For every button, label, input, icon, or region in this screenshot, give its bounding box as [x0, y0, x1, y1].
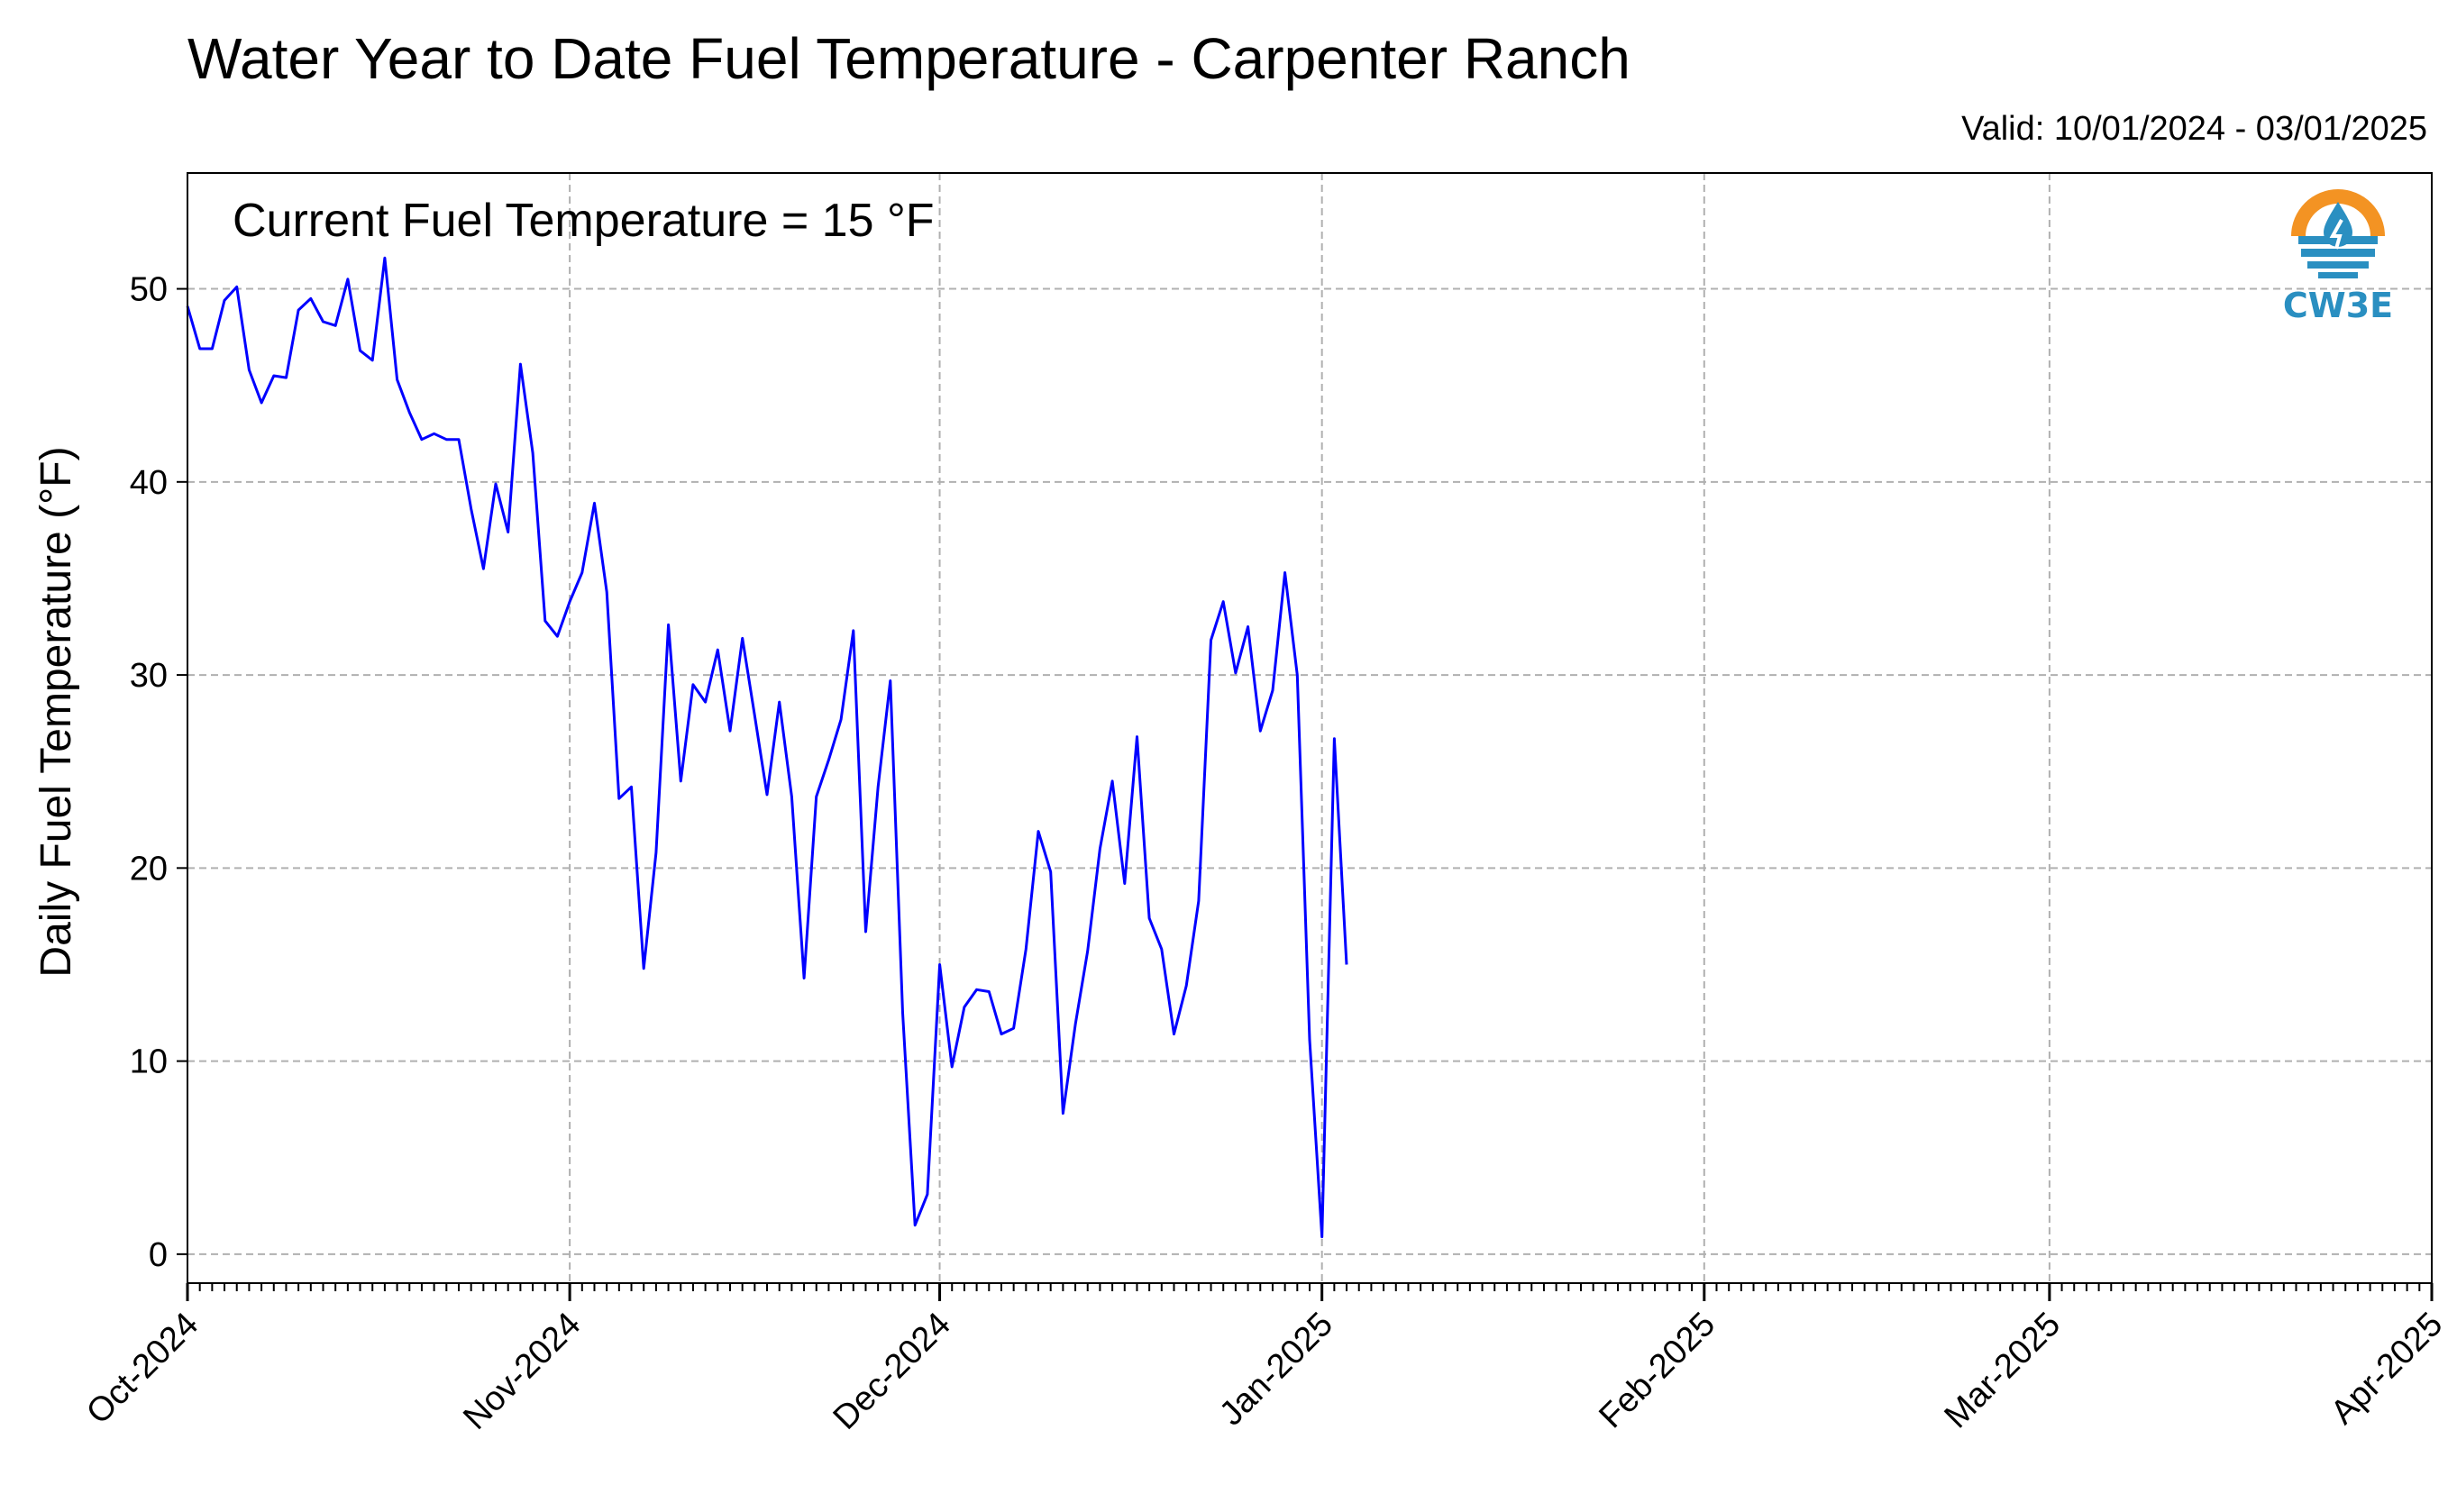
water-drop-logo-icon — [2291, 189, 2385, 285]
logo-text: CW3E — [2283, 286, 2393, 325]
y-tick-label: 40 — [130, 464, 168, 502]
valid-date-range: Valid: 10/01/2024 - 03/01/2025 — [1961, 110, 2427, 148]
x-tick-label: Oct-2024 — [79, 1306, 206, 1432]
y-tick-label: 0 — [149, 1236, 168, 1274]
x-tick-label: Dec-2024 — [827, 1306, 958, 1437]
y-tick-label: 20 — [130, 850, 168, 888]
cw3e-logo: CW3E — [2283, 189, 2393, 325]
x-axis: Oct-2024 Nov-2024 Dec-2024 Jan-2025 Feb-2025… — [79, 1283, 2450, 1437]
grid-lines — [187, 173, 2433, 1283]
x-tick-label: Apr-2025 — [2324, 1306, 2450, 1432]
x-tick-label: Mar-2025 — [1938, 1306, 2069, 1436]
y-tick-label: 10 — [130, 1043, 168, 1081]
x-tick-label: Feb-2025 — [1592, 1306, 1722, 1436]
series-layer — [186, 256, 1348, 1239]
plot-frame — [187, 172, 2433, 1284]
y-axis-label: Daily Fuel Temperature (°F) — [32, 446, 80, 977]
x-tick-label: Nov-2024 — [456, 1306, 588, 1437]
current-fuel-temperature-annotation: Current Fuel Temperature = 15 °F — [233, 195, 935, 247]
series-line — [186, 256, 1348, 1239]
y-axis: 0 10 20 30 40 50 — [130, 271, 187, 1274]
y-tick-label: 50 — [130, 271, 168, 309]
chart-title: Water Year to Date Fuel Temperature - Ca… — [187, 26, 1630, 91]
x-tick-label: Jan-2025 — [1212, 1306, 1340, 1434]
y-tick-label: 30 — [130, 657, 168, 695]
